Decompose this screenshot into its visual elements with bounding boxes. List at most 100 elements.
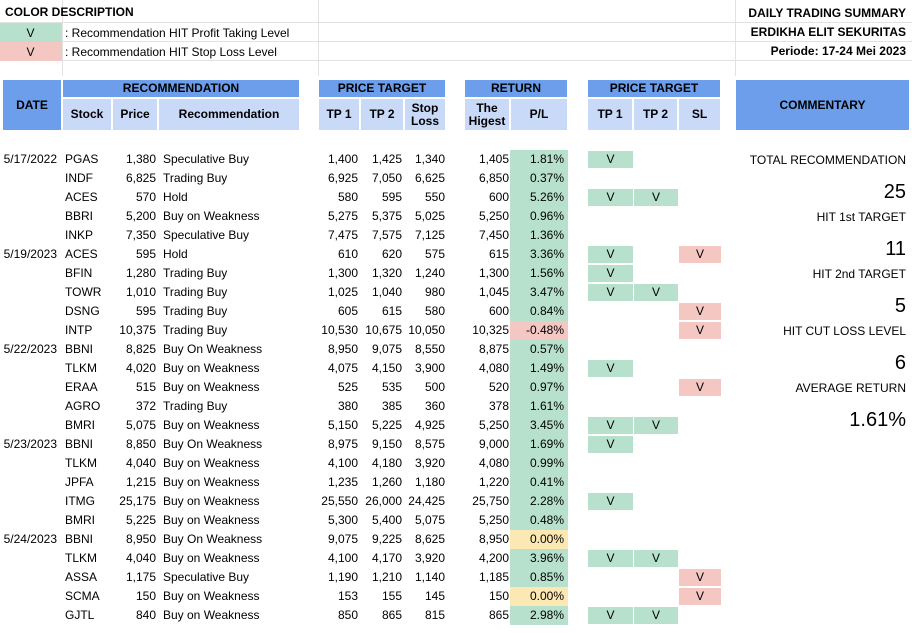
cell-stop-loss: 24,425 xyxy=(408,494,445,508)
cell-stock: DSNG xyxy=(65,304,100,318)
cell-tp1: 5,275 xyxy=(327,209,358,223)
cell-price: 150 xyxy=(135,589,156,603)
header-price-target-group: PRICE TARGET xyxy=(318,79,446,98)
cell-date xyxy=(2,549,62,568)
cell-hit-tp2 xyxy=(634,474,678,491)
cell-hit-tp1 xyxy=(588,569,633,586)
cell-recommendation: Buy On Weakness xyxy=(163,532,263,546)
cell-recommendation: Buy on Weakness xyxy=(163,589,260,603)
cell-stock: GJTL xyxy=(65,608,95,622)
cell-stock: BFIN xyxy=(65,266,93,280)
cell-date xyxy=(2,321,62,340)
cell-pl: 3.47% xyxy=(510,283,568,302)
cell-price: 4,020 xyxy=(125,361,156,375)
cell-hit-tp2: V xyxy=(634,550,678,567)
cell-stock: INTP xyxy=(65,323,93,337)
cell-highest: 10,325 xyxy=(472,323,509,337)
cell-stock: ASSA xyxy=(65,570,98,584)
cell-pl: 0.37% xyxy=(510,169,568,188)
cell-recommendation: Buy on Weakness xyxy=(163,380,260,394)
cell-hit-tp1: V xyxy=(588,151,633,168)
cell-hit-sl xyxy=(679,284,721,301)
cell-highest: 6,850 xyxy=(478,171,509,185)
cell-hit-tp1 xyxy=(588,303,633,320)
cell-recommendation: Hold xyxy=(163,247,188,261)
cell-price: 10,375 xyxy=(119,323,156,337)
cell-hit-tp1: V xyxy=(588,189,633,206)
header-stock: Stock xyxy=(62,98,112,131)
table-row: 5/23/2023 BBNI 8,850 Buy On Weakness 8,975 9,… xyxy=(0,435,912,454)
cell-date xyxy=(2,568,62,587)
cell-hit-tp1: V xyxy=(588,360,633,377)
cell-hit-sl xyxy=(679,265,721,282)
cell-hit-tp1: V xyxy=(588,265,633,282)
cell-hit-sl xyxy=(679,151,721,168)
cell-hit-tp2 xyxy=(634,170,678,187)
cell-highest: 4,200 xyxy=(478,551,509,565)
cell-hit-sl: V xyxy=(679,322,721,339)
cell-price: 595 xyxy=(135,304,156,318)
table-row: INTP 10,375 Trading Buy 10,530 10,675 10,050 1… xyxy=(0,321,912,340)
cell-stop-loss: 10,050 xyxy=(408,323,445,337)
cell-hit-sl: V xyxy=(679,569,721,586)
cell-pl: 0.00% xyxy=(510,530,568,549)
cell-hit-tp1 xyxy=(588,322,633,339)
header-return-group: RETURN xyxy=(464,79,568,98)
cell-hit-tp1 xyxy=(588,398,633,415)
cell-stop-loss: 3,900 xyxy=(414,361,445,375)
header-hit-group: PRICE TARGET xyxy=(587,79,721,98)
cell-recommendation: Trading Buy xyxy=(163,285,228,299)
header-highest: The Higest xyxy=(464,98,510,131)
cell-tp1: 8,975 xyxy=(327,437,358,451)
grid-line xyxy=(0,22,912,23)
cell-stop-loss: 550 xyxy=(424,190,445,204)
cell-recommendation: Buy On Weakness xyxy=(163,342,263,356)
cell-tp2: 4,180 xyxy=(371,456,402,470)
cell-stock: TOWR xyxy=(65,285,102,299)
cell-pl: 0.57% xyxy=(510,340,568,359)
cell-tp2: 1,210 xyxy=(371,570,402,584)
cell-highest: 378 xyxy=(488,399,509,413)
cell-stock: JPFA xyxy=(65,475,94,489)
cell-price: 25,175 xyxy=(119,494,156,508)
cell-stop-loss: 8,550 xyxy=(414,342,445,356)
cell-hit-tp2 xyxy=(634,208,678,225)
cell-price: 6,825 xyxy=(125,171,156,185)
cell-hit-tp2: V xyxy=(634,189,678,206)
commentary-hit2-label: HIT 2nd TARGET xyxy=(812,267,906,281)
cell-hit-tp2 xyxy=(634,455,678,472)
cell-hit-sl: V xyxy=(679,246,721,263)
cell-hit-tp2 xyxy=(634,151,678,168)
table-row: AGRO 372 Trading Buy 380 385 360 378 1.61% xyxy=(0,397,912,416)
cell-pl: -0.48% xyxy=(510,321,568,340)
cell-hit-tp1 xyxy=(588,455,633,472)
legend-text-stop-loss: : Recommendation HIT Stop Loss Level xyxy=(65,44,277,59)
cell-tp1: 1,190 xyxy=(327,570,358,584)
table-row: 5/22/2023 BBNI 8,825 Buy On Weakness 8,950 9,… xyxy=(0,340,912,359)
cell-hit-tp2 xyxy=(634,398,678,415)
cell-pl: 1.49% xyxy=(510,359,568,378)
cell-price: 840 xyxy=(135,608,156,622)
header-recommendation: Recommendation xyxy=(158,98,300,131)
cell-tp2: 1,260 xyxy=(371,475,402,489)
header-hit-sl: SL xyxy=(678,98,721,131)
commentary-cut-label: HIT CUT LOSS LEVEL xyxy=(783,324,906,338)
cell-recommendation: Buy on Weakness xyxy=(163,361,260,375)
cell-tp1: 1,300 xyxy=(327,266,358,280)
header-stop-loss: Stop Loss xyxy=(404,98,446,131)
cell-pl: 0.48% xyxy=(510,511,568,530)
cell-date xyxy=(2,283,62,302)
cell-highest: 1,405 xyxy=(478,152,509,166)
cell-highest: 600 xyxy=(488,190,509,204)
cell-hit-tp2 xyxy=(634,531,678,548)
cell-pl: 1.69% xyxy=(510,435,568,454)
cell-pl: 0.85% xyxy=(510,568,568,587)
cell-hit-tp2 xyxy=(634,246,678,263)
legend-chip-profit: V xyxy=(0,23,62,42)
cell-highest: 1,300 xyxy=(478,266,509,280)
cell-tp1: 4,100 xyxy=(327,551,358,565)
cell-stop-loss: 8,625 xyxy=(414,532,445,546)
cell-tp2: 385 xyxy=(381,399,402,413)
cell-highest: 7,450 xyxy=(478,228,509,242)
cell-tp2: 155 xyxy=(381,589,402,603)
